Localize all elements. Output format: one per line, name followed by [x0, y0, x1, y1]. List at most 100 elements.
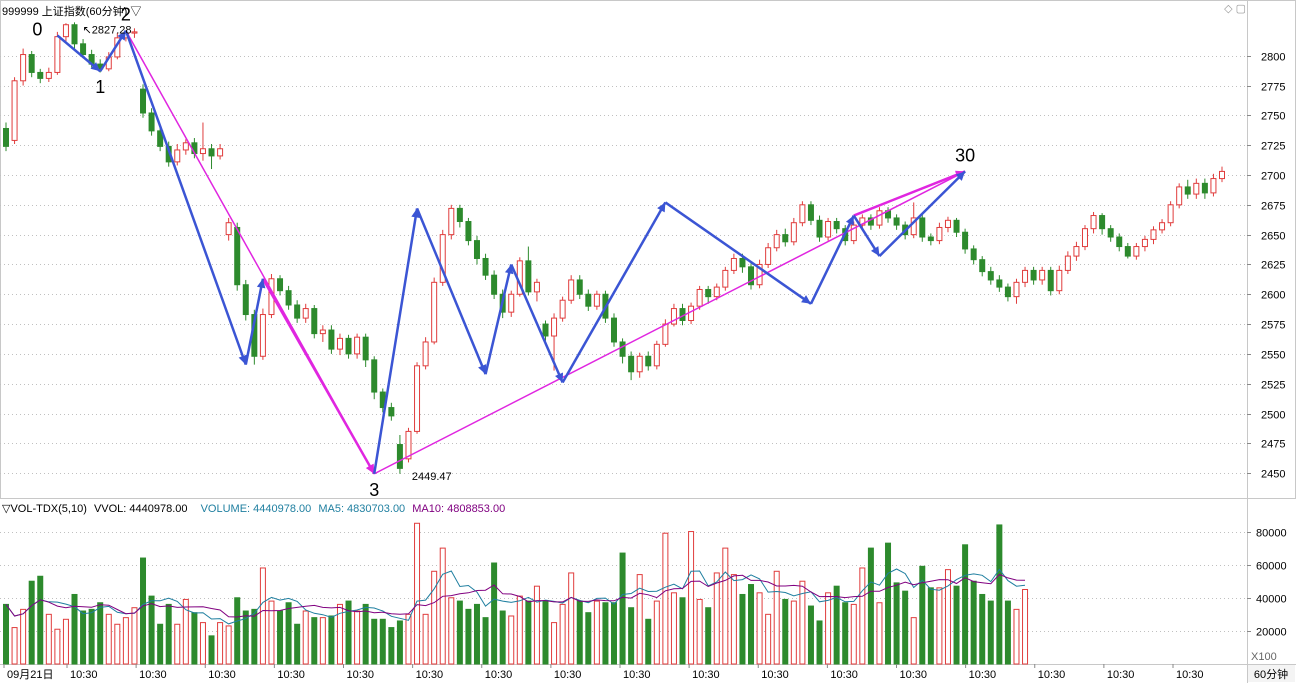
- time-tick-label: 10:30: [485, 669, 513, 681]
- volume-bar: [885, 542, 892, 665]
- candle-down: [1116, 236, 1123, 248]
- candle-down: [1030, 269, 1037, 281]
- wave-small-segment-head: [955, 171, 966, 181]
- candle-up: [696, 288, 703, 307]
- candle-down: [893, 217, 900, 226]
- price-tick-label: 2500: [1261, 410, 1285, 422]
- price-tick-label: 2800: [1261, 52, 1285, 64]
- volume-bar: [379, 618, 386, 665]
- volume-bar: [636, 574, 643, 665]
- candle-up: [1210, 178, 1217, 194]
- candle-up: [354, 336, 361, 355]
- volume-bar: [559, 603, 566, 665]
- candle-up: [405, 430, 412, 460]
- volume-bar: [191, 612, 198, 665]
- candle-down: [465, 221, 472, 242]
- candle-down: [482, 257, 489, 276]
- candle-up: [636, 355, 643, 373]
- candle-down: [962, 231, 969, 250]
- candle-up: [62, 24, 69, 38]
- candle-up: [319, 329, 326, 335]
- volume-bar: [45, 613, 52, 665]
- volume-bar: [807, 605, 814, 665]
- volume-bar: [927, 587, 934, 665]
- volume-bar: [987, 600, 994, 665]
- time-tick-label: 10:30: [1038, 669, 1066, 681]
- volume-bar: [234, 597, 241, 665]
- candle-down: [1124, 246, 1131, 257]
- candle-down: [328, 329, 335, 350]
- candle-down: [576, 279, 583, 295]
- volume-bar: [311, 617, 318, 665]
- price-tick-label: 2775: [1261, 82, 1285, 94]
- candle-up: [765, 247, 772, 265]
- candle-down: [748, 266, 755, 286]
- candle-up: [662, 323, 669, 345]
- time-tick-label: 10:30: [1107, 669, 1135, 681]
- candle-up: [1219, 170, 1225, 180]
- volume-bar: [970, 580, 977, 665]
- volume-indicator-name[interactable]: ▽VOL-TDX(5,10): [2, 503, 87, 515]
- candle-down: [919, 217, 926, 238]
- volume-bar: [816, 620, 823, 665]
- vvol-readout: VVOL: 4440978.00: [93, 503, 188, 515]
- time-tick-label: 09月21日: [7, 669, 53, 681]
- volume-bar: [20, 608, 27, 665]
- candle-down: [987, 271, 994, 281]
- volume-bar: [62, 618, 69, 665]
- chart-title-text: 999999 上证指数(60分钟): [2, 6, 128, 18]
- candle-up: [225, 222, 232, 236]
- volume-bar: [533, 585, 540, 665]
- volume-bar: [396, 620, 403, 665]
- volume-bar: [773, 570, 780, 665]
- volume-bar: [953, 585, 960, 665]
- candle-up: [722, 269, 729, 288]
- candle-up: [422, 341, 429, 367]
- candle-up: [1141, 238, 1148, 248]
- time-tick-label: 10:30: [900, 669, 928, 681]
- volume-bar: [1022, 589, 1029, 665]
- wave-small-segment: [809, 215, 855, 305]
- candle-up: [199, 148, 206, 155]
- volume-bar: [71, 593, 78, 665]
- volume-bar: [850, 603, 857, 665]
- candle-up: [182, 142, 189, 151]
- candle-down: [833, 221, 840, 230]
- volume-bar: [277, 610, 284, 665]
- candle-down: [1201, 182, 1208, 194]
- volume-bar: [996, 524, 1003, 665]
- candle-down: [628, 355, 635, 373]
- wave-small-segment: [664, 201, 812, 305]
- volume-bar: [294, 623, 301, 665]
- volume-bar: [653, 600, 660, 665]
- wave-small-segment-head: [845, 215, 854, 226]
- window-icons[interactable]: ◇ ▢: [1224, 3, 1246, 15]
- candle-down: [525, 260, 532, 293]
- wave-small-segment-head: [117, 30, 126, 41]
- volume-bar: [371, 618, 378, 665]
- candle-up: [799, 204, 806, 224]
- period-label: 60分钟: [1254, 667, 1288, 681]
- candle-up: [551, 317, 558, 337]
- volume-bar: [876, 602, 883, 665]
- volume-bar: [688, 531, 695, 665]
- main-panel-frame: [0, 0, 1296, 499]
- price-tick-label: 2525: [1261, 380, 1285, 392]
- volume-bar: [576, 600, 583, 665]
- chart-title-dropdown-icon[interactable]: ▽: [130, 6, 142, 18]
- candle-down: [345, 337, 352, 355]
- volume-bar: [919, 565, 926, 665]
- candle-down: [157, 130, 164, 147]
- candle-up: [773, 234, 780, 249]
- volume-bar: [448, 597, 455, 665]
- candle-up: [713, 286, 720, 298]
- price-tick-label: 2450: [1261, 469, 1285, 481]
- price-tick-label: 2475: [1261, 439, 1285, 451]
- candle-up: [1167, 204, 1174, 224]
- volume-bar: [182, 598, 189, 665]
- wave-label: 30: [955, 145, 975, 165]
- volume-bar: [893, 582, 900, 665]
- volume-bar: [354, 610, 361, 665]
- time-tick-label: 10:30: [347, 669, 375, 681]
